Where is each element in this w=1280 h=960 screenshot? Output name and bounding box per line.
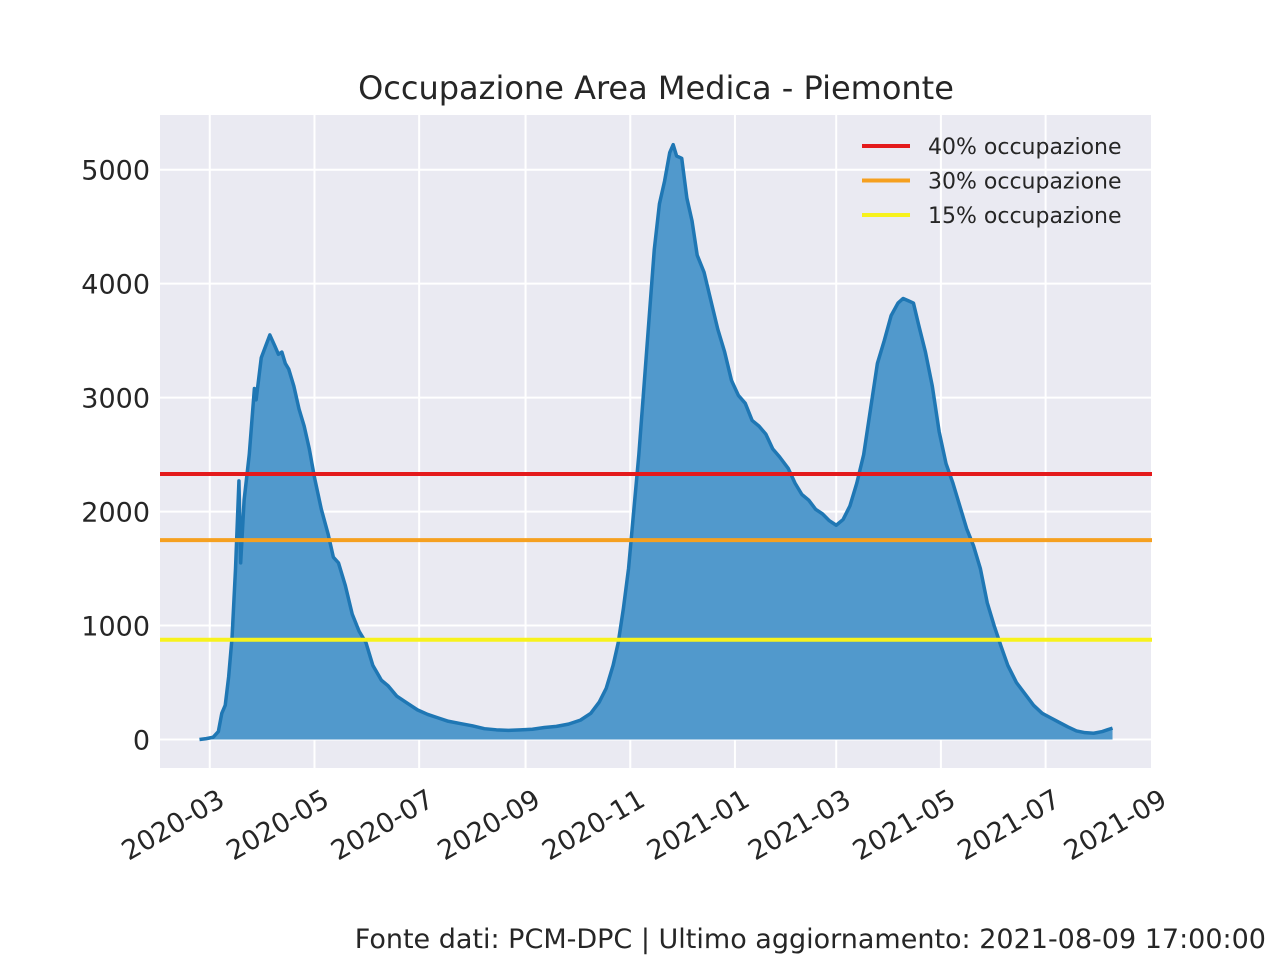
x-tick-label: 2021-05 xyxy=(848,784,961,867)
x-tick-label: 2021-09 xyxy=(1059,784,1172,867)
series-area xyxy=(199,144,1113,740)
x-tick-label: 2020-03 xyxy=(117,784,230,867)
legend-label: 30% occupazione xyxy=(928,170,1122,195)
threshold-lines xyxy=(160,471,1152,642)
y-tick-label: 0 xyxy=(133,726,150,757)
x-tick-label: 2021-03 xyxy=(743,784,856,867)
chart-title: Occupazione Area Medica - Piemonte xyxy=(358,69,954,107)
y-tick-label: 1000 xyxy=(81,612,150,643)
footer-source: Fonte dati: PCM-DPC | Ultimo aggiornamen… xyxy=(354,924,1266,955)
x-tick-label: 2021-01 xyxy=(642,784,755,867)
legend-label: 15% occupazione xyxy=(928,204,1122,229)
y-tick-label: 4000 xyxy=(81,270,150,301)
series-line xyxy=(199,142,1114,742)
x-tick-label: 2021-07 xyxy=(952,784,1065,867)
series-layer xyxy=(199,142,1114,742)
y-tick-label: 3000 xyxy=(81,384,150,415)
x-tick-label: 2020-05 xyxy=(221,784,334,867)
x-tick-label: 2020-11 xyxy=(537,784,650,867)
legend: 40% occupazione 30% occupazione 15% occupa… xyxy=(862,135,1122,229)
x-tick-label: 2020-07 xyxy=(326,784,439,867)
y-tick-label: 5000 xyxy=(81,156,150,187)
y-tick-label: 2000 xyxy=(81,498,150,529)
legend-label: 40% occupazione xyxy=(928,135,1122,160)
x-tick-label: 2020-09 xyxy=(432,784,545,867)
